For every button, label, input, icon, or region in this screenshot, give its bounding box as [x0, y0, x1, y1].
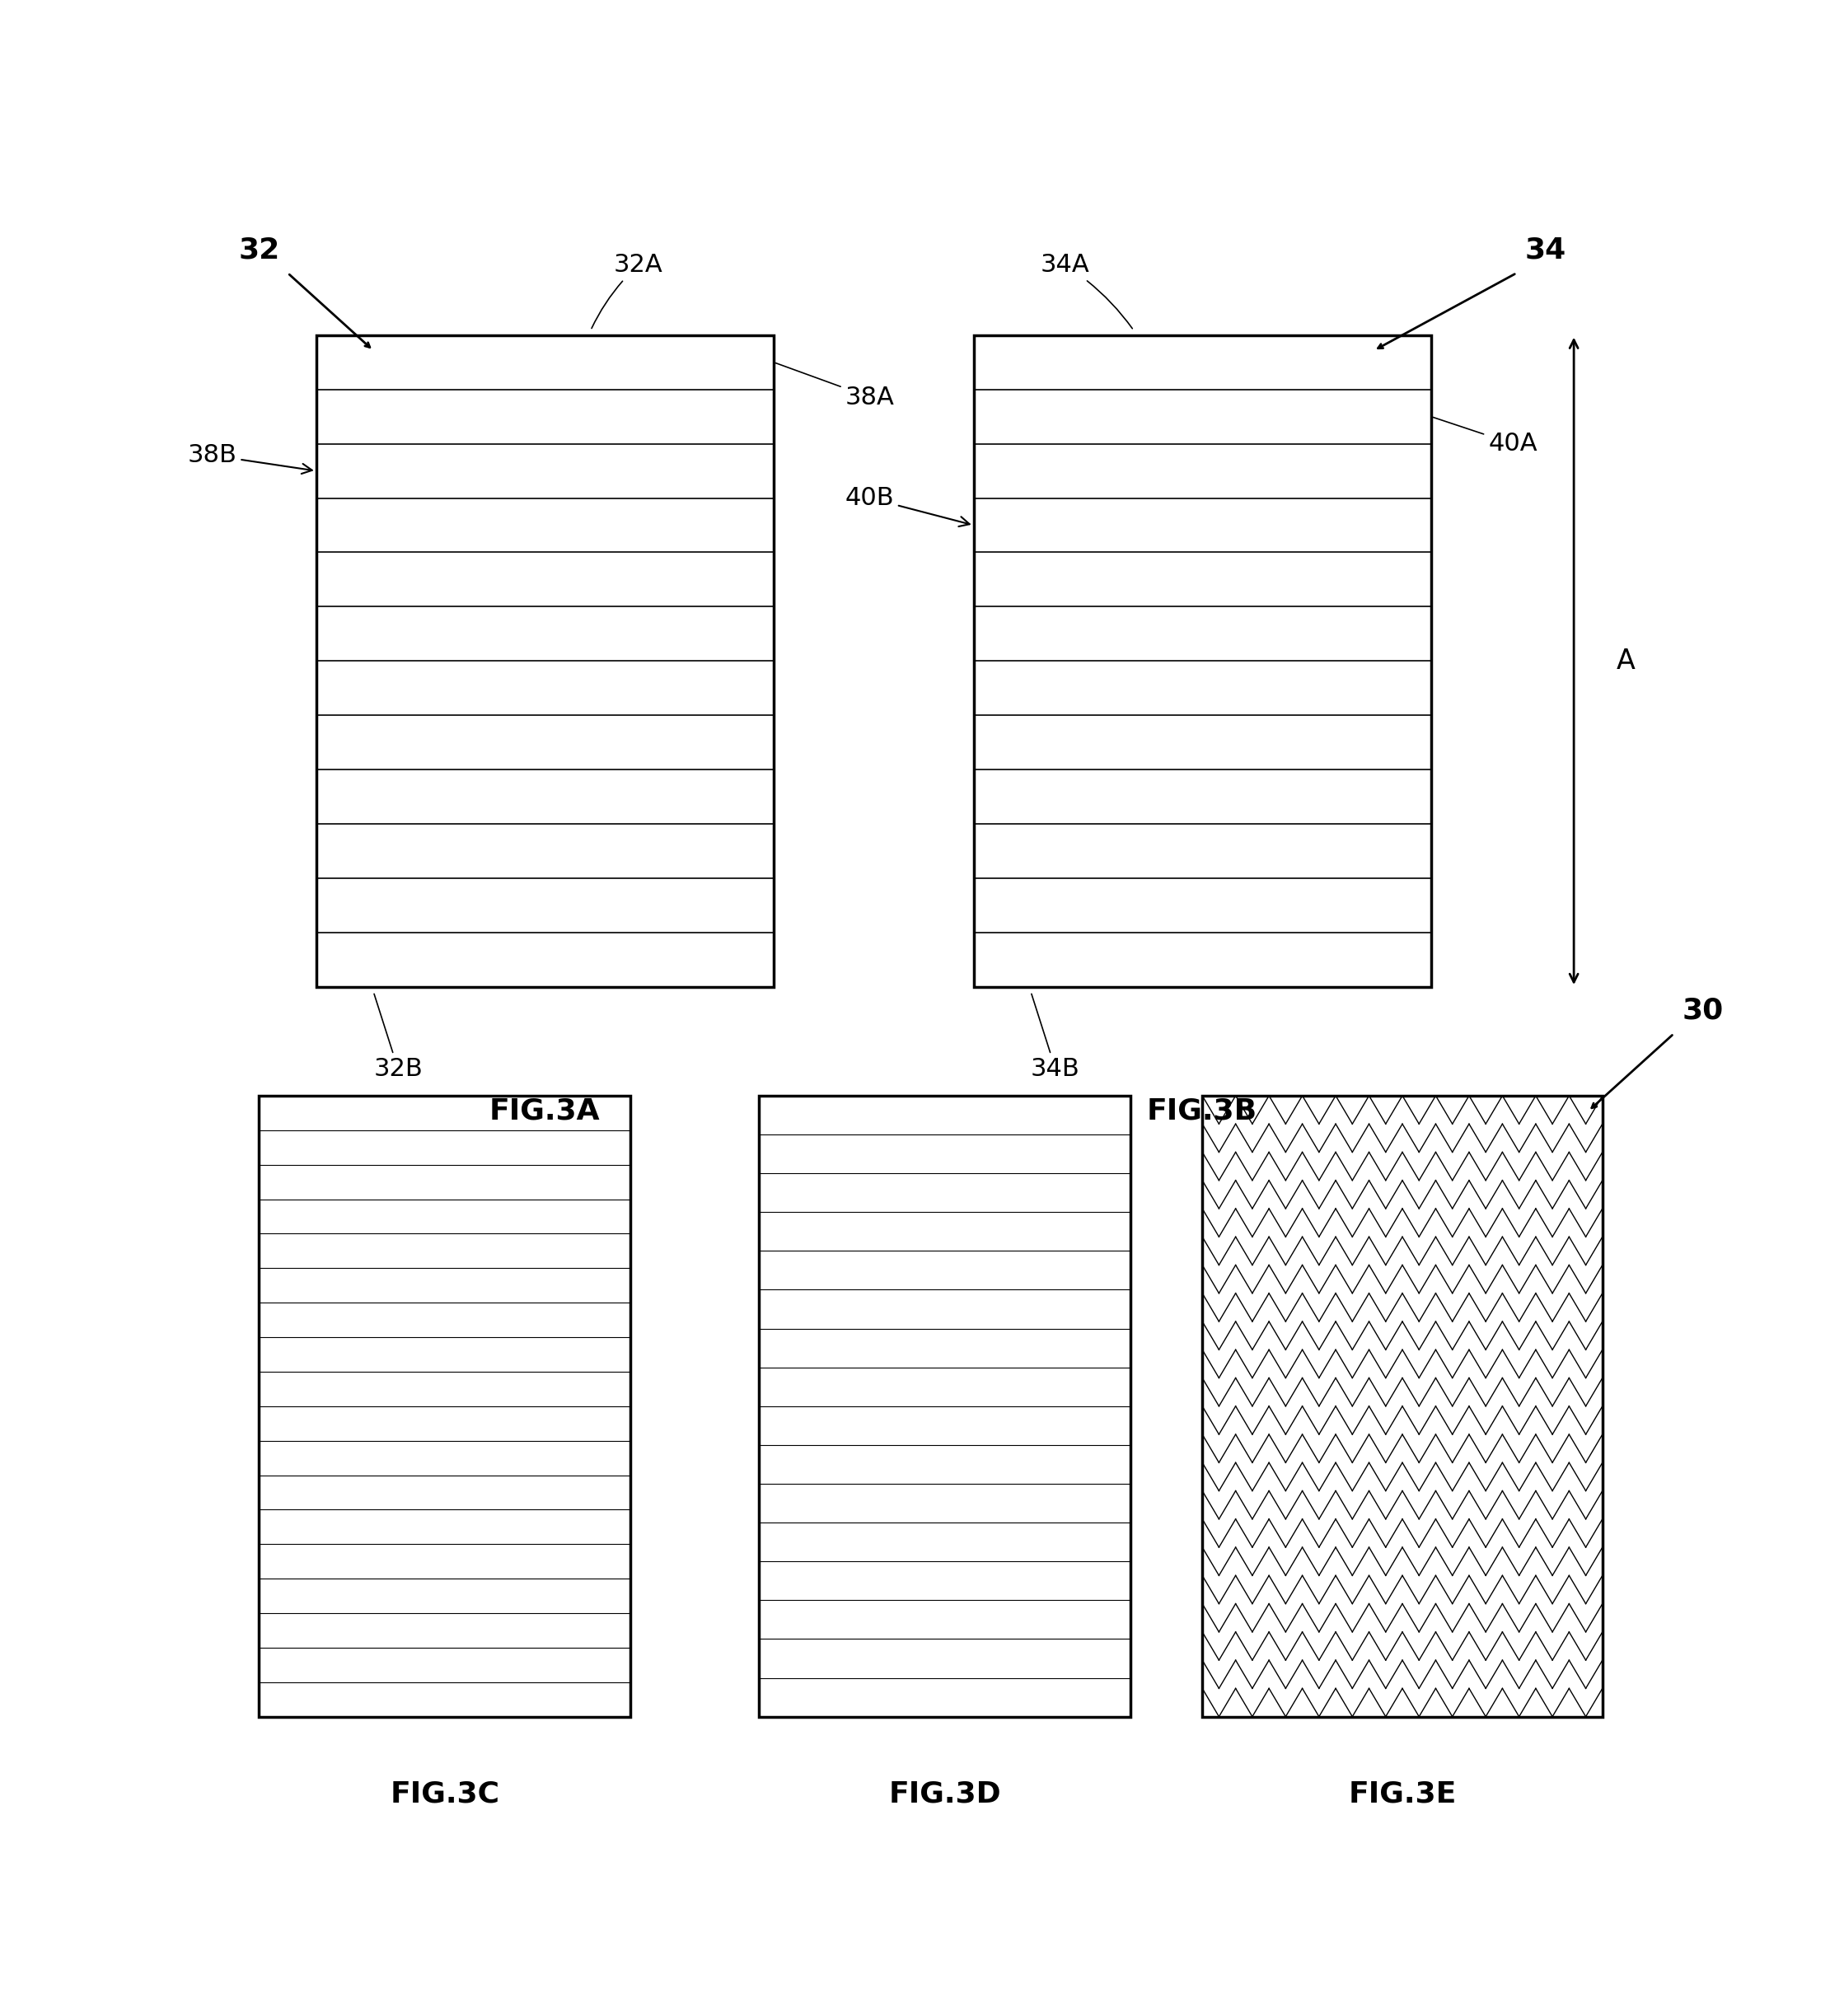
Bar [760, 1522, 1130, 1560]
Bar [974, 716, 1431, 770]
Text: 40B: 40B [845, 486, 970, 526]
Bar [1202, 1097, 1602, 1718]
Bar [258, 1407, 631, 1441]
Bar [760, 1601, 1130, 1639]
Bar [760, 1677, 1130, 1718]
Bar [974, 552, 1431, 607]
Bar [760, 1484, 1130, 1522]
Bar [317, 552, 774, 607]
Bar [317, 825, 774, 879]
Bar [974, 770, 1431, 825]
Bar [258, 1476, 631, 1510]
Bar [258, 1544, 631, 1579]
Bar [974, 498, 1431, 552]
Bar [760, 1290, 1130, 1329]
Bar [317, 335, 774, 389]
Bar [258, 1681, 631, 1718]
Bar [974, 444, 1431, 498]
Bar [974, 335, 1431, 988]
Text: 40A: 40A [1433, 417, 1538, 456]
Text: FIG.3D: FIG.3D [889, 1780, 1001, 1808]
Bar [258, 1268, 631, 1302]
Text: FIG.3C: FIG.3C [391, 1780, 500, 1808]
Bar [760, 1135, 1130, 1173]
Bar [258, 1337, 631, 1371]
Bar [258, 1441, 631, 1476]
Bar [974, 933, 1431, 988]
Bar [317, 661, 774, 716]
Text: FIG.3E: FIG.3E [1348, 1780, 1457, 1808]
Bar [258, 1165, 631, 1200]
Text: 30: 30 [1682, 996, 1722, 1024]
Bar [317, 879, 774, 933]
Bar [760, 1367, 1130, 1407]
Text: FIG.3B: FIG.3B [1147, 1097, 1258, 1125]
Bar [258, 1371, 631, 1407]
Bar [974, 389, 1431, 444]
Bar [258, 1510, 631, 1544]
Text: 34B: 34B [1031, 994, 1081, 1081]
Bar [258, 1647, 631, 1681]
Bar [258, 1613, 631, 1647]
Bar [1202, 1097, 1602, 1718]
Bar [317, 444, 774, 498]
Text: A: A [1617, 647, 1636, 675]
Text: 38A: 38A [776, 363, 894, 409]
Bar [317, 607, 774, 661]
Bar [974, 825, 1431, 879]
Text: 38B: 38B [188, 444, 312, 474]
Bar [760, 1445, 1130, 1484]
Bar [760, 1639, 1130, 1677]
Bar [258, 1579, 631, 1613]
Bar [317, 498, 774, 552]
Bar [317, 716, 774, 770]
Bar [258, 1302, 631, 1337]
Bar [760, 1097, 1130, 1135]
Bar [974, 661, 1431, 716]
Bar [317, 335, 774, 988]
Bar [317, 770, 774, 825]
Text: FIG.3A: FIG.3A [489, 1097, 601, 1125]
Bar [760, 1329, 1130, 1367]
Text: 32B: 32B [372, 994, 422, 1081]
Text: 34A: 34A [1040, 254, 1132, 329]
Bar [760, 1097, 1130, 1718]
Bar [760, 1250, 1130, 1290]
Bar [317, 389, 774, 444]
Text: 32: 32 [238, 236, 280, 264]
Bar [760, 1173, 1130, 1212]
Bar [258, 1234, 631, 1268]
Text: 32A: 32A [592, 254, 662, 329]
Bar [974, 335, 1431, 389]
Bar [258, 1097, 631, 1131]
Bar [760, 1407, 1130, 1445]
Bar [974, 607, 1431, 661]
Bar [317, 933, 774, 988]
Bar [258, 1200, 631, 1234]
Bar [760, 1212, 1130, 1250]
Bar [258, 1131, 631, 1165]
Bar [258, 1097, 631, 1718]
Bar [974, 879, 1431, 933]
Text: 34: 34 [1525, 236, 1566, 264]
Bar [760, 1560, 1130, 1601]
